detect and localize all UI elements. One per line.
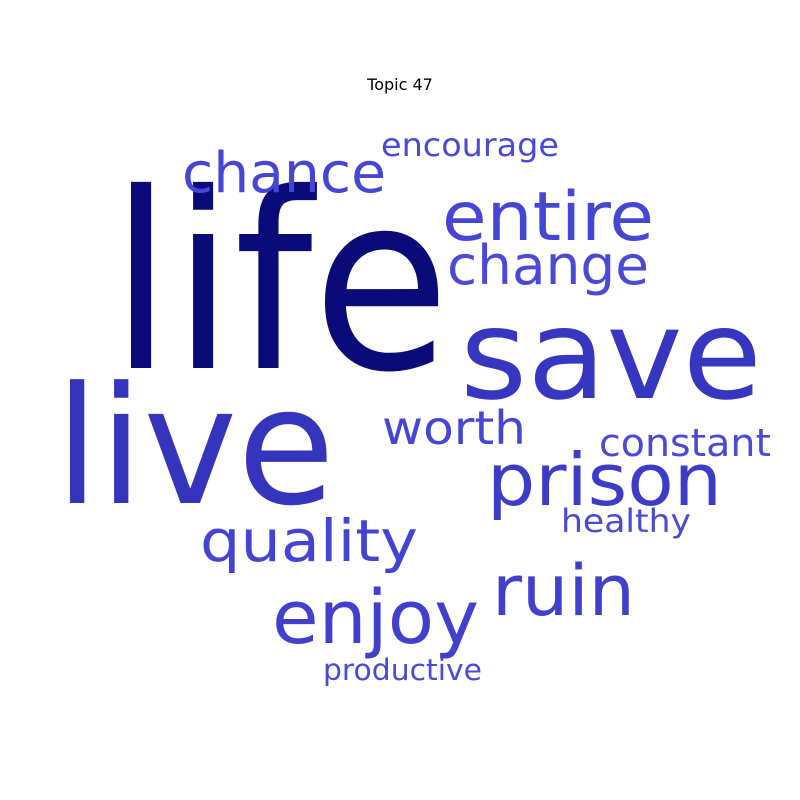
word-worth: worth — [382, 401, 526, 455]
word-entire: entire — [442, 178, 654, 257]
word-live: live — [55, 353, 335, 542]
word-encourage: encourage — [381, 126, 559, 164]
word-chance: chance — [182, 141, 386, 206]
word-constant: constant — [599, 421, 771, 465]
word-save: save — [460, 283, 762, 428]
word-life: life — [110, 141, 450, 426]
word-change: change — [447, 234, 649, 297]
word-productive: productive — [323, 653, 482, 687]
cloud-title: Topic 47 — [367, 75, 433, 94]
word-quality: quality — [200, 507, 418, 575]
word-prison: prison — [487, 438, 722, 522]
word-healthy: healthy — [561, 502, 691, 540]
word-enjoy: enjoy — [272, 575, 479, 661]
word-ruin: ruin — [492, 550, 635, 632]
